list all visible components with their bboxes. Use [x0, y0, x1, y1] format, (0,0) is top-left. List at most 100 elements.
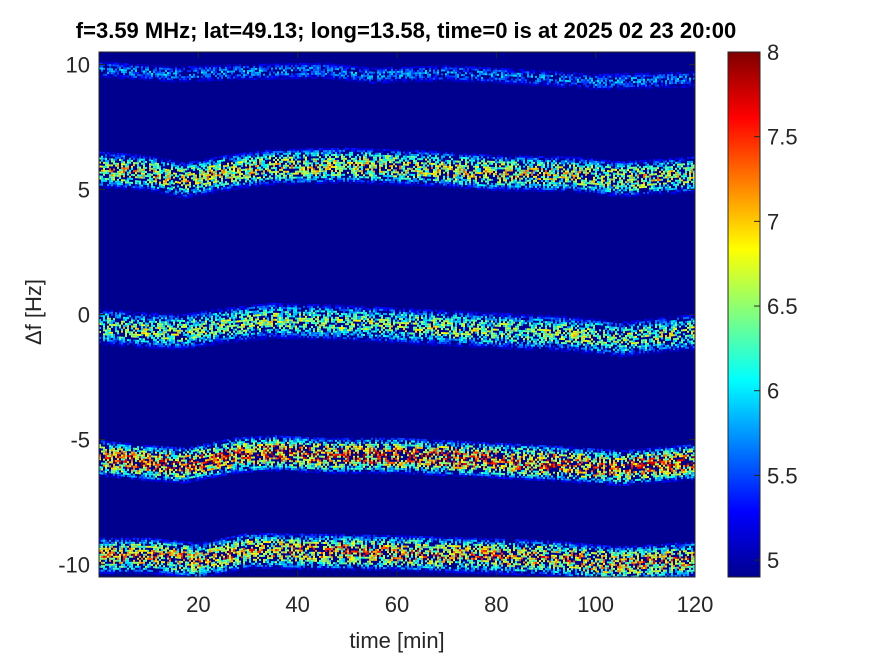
- heatmap-cell: [173, 192, 175, 195]
- heatmap-cell: [467, 175, 469, 178]
- heatmap-cell: [447, 165, 449, 168]
- heatmap-cell: [243, 72, 245, 75]
- heatmap-cell: [691, 160, 693, 163]
- heatmap-cell: [285, 63, 287, 66]
- heatmap-cell: [281, 166, 283, 169]
- heatmap-cell: [279, 180, 281, 183]
- heatmap-cell: [417, 72, 419, 75]
- heatmap-cell: [405, 78, 407, 81]
- heatmap-cell: [357, 174, 359, 177]
- heatmap-cell: [369, 170, 371, 173]
- heatmap-cell: [539, 184, 541, 186]
- heatmap-cell: [603, 183, 605, 186]
- heatmap-cell: [493, 167, 495, 169]
- heatmap-cell: [683, 189, 685, 192]
- heatmap-cell: [361, 80, 363, 83]
- heatmap-cell: [557, 182, 559, 185]
- heatmap-cell: [303, 174, 305, 177]
- heatmap-cell: [303, 73, 305, 76]
- heatmap-cell: [345, 65, 347, 67]
- heatmap-cell: [107, 184, 109, 187]
- heatmap-cell: [173, 194, 175, 197]
- heatmap-cell: [611, 192, 613, 195]
- heatmap-cell: [207, 67, 209, 70]
- heatmap-cell: [187, 70, 189, 72]
- heatmap-cell: [481, 172, 483, 175]
- heatmap-cell: [139, 174, 141, 177]
- heatmap-cell: [475, 169, 477, 172]
- heatmap-cell: [147, 68, 149, 71]
- heatmap-cell: [363, 154, 365, 157]
- heatmap-cell: [497, 175, 499, 178]
- heatmap-cell: [693, 190, 695, 193]
- heatmap-cell: [443, 167, 445, 170]
- heatmap-cell: [275, 163, 277, 165]
- heatmap-cell: [427, 172, 429, 175]
- heatmap-cell: [285, 152, 287, 155]
- heatmap-cell: [279, 156, 281, 159]
- heatmap-cell: [343, 163, 345, 166]
- heatmap-cell: [545, 168, 547, 171]
- heatmap-cell: [131, 181, 133, 184]
- heatmap-cell: [131, 75, 133, 78]
- heatmap-cell: [355, 158, 357, 160]
- heatmap-cell: [599, 79, 601, 82]
- heatmap-cell: [469, 187, 471, 190]
- heatmap-cell: [685, 73, 687, 76]
- heatmap-cell: [511, 181, 513, 184]
- heatmap-cell: [331, 77, 333, 80]
- heatmap-cell: [147, 76, 149, 79]
- heatmap-cell: [401, 159, 403, 162]
- heatmap-cell: [691, 164, 693, 167]
- heatmap-cell: [249, 152, 251, 154]
- heatmap-cell: [123, 73, 125, 76]
- heatmap-cell: [243, 156, 245, 159]
- heatmap-cell: [309, 178, 311, 181]
- heatmap-cell: [177, 161, 179, 164]
- heatmap-cell: [581, 81, 583, 83]
- heatmap-cell: [245, 160, 247, 163]
- heatmap-cell: [385, 81, 387, 84]
- heatmap-cell: [631, 178, 633, 181]
- heatmap-cell: [199, 79, 201, 82]
- heatmap-cell: [409, 155, 411, 158]
- heatmap-cell: [589, 192, 591, 195]
- heatmap-cell: [599, 163, 601, 166]
- heatmap-cell: [435, 177, 437, 180]
- heatmap-cell: [673, 192, 675, 194]
- heatmap-cell: [393, 169, 395, 172]
- heatmap-cell: [681, 175, 683, 178]
- heatmap-cell: [403, 181, 405, 184]
- heatmap-cell: [115, 68, 117, 71]
- heatmap-cell: [569, 76, 571, 79]
- heatmap-cell: [535, 185, 537, 188]
- heatmap-cell: [341, 153, 343, 156]
- heatmap-cell: [687, 73, 689, 76]
- heatmap-cell: [533, 157, 535, 160]
- heatmap-cell: [275, 77, 277, 80]
- heatmap-cell: [633, 85, 635, 88]
- heatmap-cell: [259, 75, 261, 78]
- heatmap-cell: [121, 69, 123, 71]
- heatmap-cell: [621, 81, 623, 84]
- heatmap-cell: [227, 162, 229, 165]
- heatmap-cell: [415, 80, 417, 83]
- heatmap-cell: [649, 173, 651, 176]
- heatmap-cell: [653, 179, 655, 182]
- heatmap-cell: [145, 70, 147, 73]
- heatmap-cell: [285, 162, 287, 165]
- heatmap-cell: [477, 182, 479, 184]
- heatmap-cell: [279, 174, 281, 177]
- heatmap-cell: [227, 170, 229, 173]
- heatmap-cell: [627, 83, 629, 86]
- heatmap-cell: [115, 182, 117, 185]
- heatmap-cell: [129, 67, 131, 70]
- heatmap-cell: [307, 166, 309, 169]
- heatmap-cell: [607, 190, 609, 193]
- heatmap-cell: [285, 71, 287, 74]
- heatmap-cell: [565, 79, 567, 82]
- heatmap-cell: [523, 161, 525, 164]
- heatmap-cell: [627, 75, 629, 78]
- heatmap-cell: [487, 178, 489, 181]
- heatmap-cell: [669, 180, 671, 183]
